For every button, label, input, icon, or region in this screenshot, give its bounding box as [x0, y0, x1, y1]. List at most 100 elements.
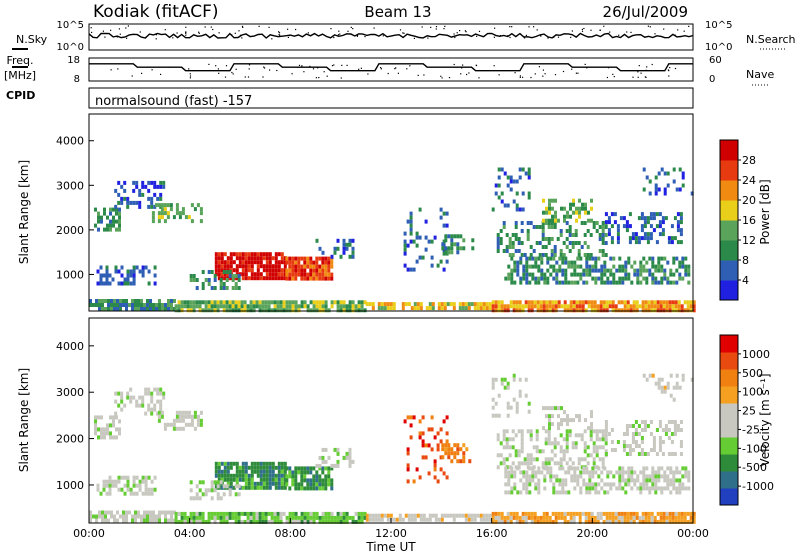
range-cell: [550, 253, 554, 257]
range-cell: [639, 280, 643, 285]
range-cell: [235, 465, 239, 470]
range-cell: [581, 202, 584, 207]
range-cell: [324, 474, 328, 479]
range-cell: [672, 482, 676, 487]
range-cell: [161, 307, 164, 311]
range-cell: [103, 427, 106, 432]
range-cell: [444, 246, 448, 251]
range-cell: [473, 306, 477, 311]
range-cell: [653, 519, 657, 524]
range-cell: [158, 307, 161, 311]
range-cell: [584, 202, 587, 207]
range-cell: [217, 256, 221, 261]
range-cell: [204, 300, 208, 305]
range-cell: [678, 482, 682, 487]
range-cell: [276, 515, 280, 520]
range-cell: [548, 218, 551, 223]
range-cell: [627, 474, 631, 479]
range-cell: [582, 466, 586, 471]
range-cell: [497, 183, 501, 188]
range-cell: [589, 429, 593, 434]
trace-dot: [632, 76, 634, 78]
range-cell: [564, 482, 568, 487]
range-cell: [439, 467, 443, 472]
range-cell: [638, 515, 642, 520]
range-cell: [231, 300, 235, 305]
range-cell: [166, 211, 170, 216]
range-cell: [622, 432, 626, 436]
range-cell: [274, 485, 278, 490]
range-cell: [692, 304, 696, 309]
range-cell: [333, 250, 337, 255]
range-cell: [510, 470, 514, 475]
trace-dot: [435, 28, 437, 30]
range-cell: [521, 519, 525, 524]
range-cell: [585, 260, 589, 265]
range-cell: [499, 237, 503, 241]
trace-dot: [189, 77, 191, 79]
range-cell: [550, 237, 554, 241]
range-cell: [456, 250, 460, 255]
range-cell: [241, 485, 245, 490]
range-cell: [518, 515, 522, 520]
range-cell: [663, 385, 667, 390]
range-cell: [671, 519, 675, 524]
range-cell: [677, 511, 681, 516]
range-cell: [585, 264, 589, 269]
range-cell: [256, 473, 260, 478]
range-cell: [198, 515, 202, 520]
trace-dot: [185, 32, 187, 34]
range-cell: [259, 256, 263, 261]
range-cell: [527, 401, 531, 406]
range-cell: [157, 203, 161, 208]
range-cell: [143, 510, 146, 515]
range-cell: [288, 304, 292, 309]
range-cell: [597, 482, 601, 487]
range-cell: [259, 469, 263, 474]
range-cell: [339, 515, 343, 520]
range-cell: [189, 480, 193, 485]
range-cell: [505, 233, 509, 237]
range-cell: [312, 519, 316, 524]
range-cell: [491, 405, 495, 410]
range-cell: [247, 260, 251, 265]
range-cell: [321, 515, 325, 520]
trace-dot: [459, 30, 461, 32]
range-cell: [234, 282, 238, 286]
range-cell: [554, 515, 558, 520]
range-cell: [280, 473, 284, 478]
range-cell: [410, 306, 414, 311]
range-cell: [511, 429, 515, 434]
range-cell: [557, 426, 560, 431]
range-cell: [117, 403, 121, 408]
range-cell: [476, 513, 480, 518]
range-cell: [220, 473, 224, 478]
range-cell: [288, 466, 292, 471]
range-cell: [573, 260, 577, 265]
range-cell: [624, 264, 628, 269]
range-cell: [666, 466, 670, 471]
range-cell: [658, 424, 662, 428]
range-cell: [318, 466, 322, 471]
range-cell: [662, 300, 666, 305]
range-cell: [149, 514, 152, 519]
range-cell: [162, 391, 166, 396]
range-cell: [509, 405, 513, 410]
range-cell: [418, 431, 422, 436]
range-cell: [651, 470, 655, 475]
range-cell: [174, 519, 178, 524]
range-cell: [135, 475, 139, 480]
trace-dot: [380, 67, 382, 69]
range-cell: [213, 286, 217, 290]
range-cell: [558, 264, 562, 269]
trace-dot: [430, 26, 432, 28]
range-cell: [601, 249, 605, 253]
range-cell: [153, 387, 157, 392]
range-cell: [497, 308, 501, 313]
range-cell: [300, 482, 304, 487]
range-cell: [285, 256, 289, 261]
range-cell: [591, 482, 595, 487]
range-cell: [249, 515, 253, 520]
colorbar-tick-label: -100: [742, 442, 767, 455]
range-cell: [117, 487, 121, 492]
